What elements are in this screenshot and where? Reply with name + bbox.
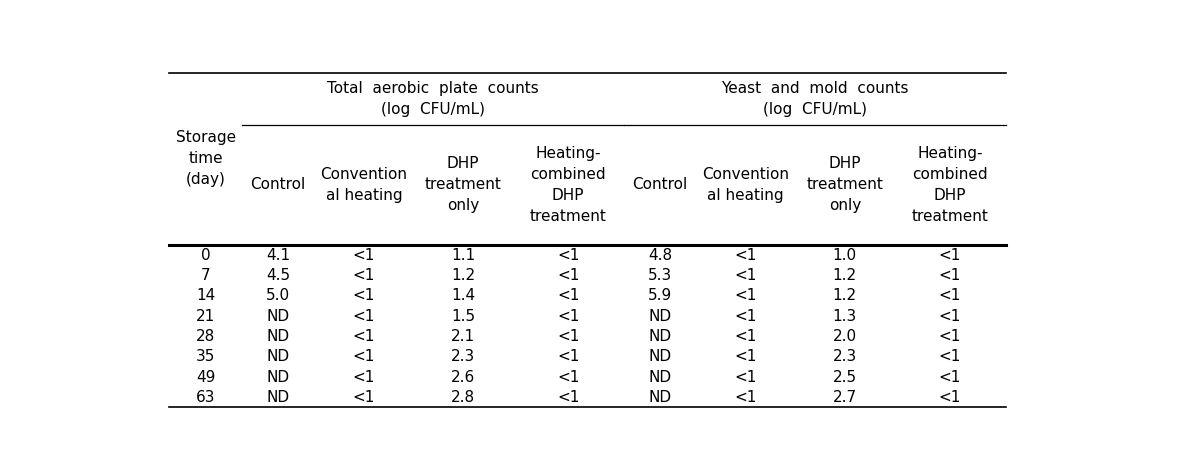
- Text: 2.1: 2.1: [451, 329, 475, 344]
- Text: Convention
al heating: Convention al heating: [321, 167, 408, 203]
- Text: 2.0: 2.0: [833, 329, 857, 344]
- Text: <1: <1: [557, 349, 580, 364]
- Text: <1: <1: [735, 248, 756, 263]
- Text: 2.5: 2.5: [833, 369, 857, 384]
- Text: <1: <1: [735, 349, 756, 364]
- Text: <1: <1: [735, 288, 756, 303]
- Text: 2.6: 2.6: [451, 369, 475, 384]
- Text: 2.7: 2.7: [833, 390, 857, 405]
- Text: 2.8: 2.8: [451, 390, 475, 405]
- Text: Convention
al heating: Convention al heating: [703, 167, 790, 203]
- Text: ND: ND: [266, 349, 290, 364]
- Text: ND: ND: [266, 390, 290, 405]
- Text: 0: 0: [200, 248, 210, 263]
- Text: ND: ND: [266, 309, 290, 324]
- Text: <1: <1: [557, 309, 580, 324]
- Text: ND: ND: [649, 349, 672, 364]
- Text: 21: 21: [196, 309, 215, 324]
- Text: <1: <1: [353, 309, 375, 324]
- Text: 63: 63: [196, 390, 216, 405]
- Text: 5.9: 5.9: [648, 288, 672, 303]
- Text: 1.5: 1.5: [451, 309, 475, 324]
- Text: 1.3: 1.3: [833, 309, 857, 324]
- Text: <1: <1: [353, 390, 375, 405]
- Text: <1: <1: [557, 390, 580, 405]
- Text: Yeast  and  mold  counts
(log  CFU/mL): Yeast and mold counts (log CFU/mL): [721, 81, 908, 117]
- Text: <1: <1: [939, 309, 962, 324]
- Text: <1: <1: [735, 369, 756, 384]
- Text: <1: <1: [557, 369, 580, 384]
- Text: 1.4: 1.4: [451, 288, 475, 303]
- Text: <1: <1: [557, 268, 580, 283]
- Text: <1: <1: [735, 309, 756, 324]
- Text: Total  aerobic  plate  counts
(log  CFU/mL): Total aerobic plate counts (log CFU/mL): [327, 81, 539, 117]
- Text: 35: 35: [196, 349, 216, 364]
- Text: <1: <1: [557, 248, 580, 263]
- Text: <1: <1: [353, 369, 375, 384]
- Text: DHP
treatment
only: DHP treatment only: [806, 157, 883, 213]
- Text: 1.1: 1.1: [451, 248, 475, 263]
- Text: <1: <1: [735, 390, 756, 405]
- Text: Control: Control: [632, 177, 687, 192]
- Text: <1: <1: [735, 268, 756, 283]
- Text: <1: <1: [353, 349, 375, 364]
- Text: <1: <1: [735, 329, 756, 344]
- Text: <1: <1: [939, 349, 962, 364]
- Text: Storage
time
(day): Storage time (day): [175, 130, 236, 188]
- Text: <1: <1: [557, 329, 580, 344]
- Text: <1: <1: [939, 288, 962, 303]
- Text: 1.0: 1.0: [833, 248, 857, 263]
- Text: 4.5: 4.5: [266, 268, 290, 283]
- Text: <1: <1: [353, 248, 375, 263]
- Text: <1: <1: [939, 369, 962, 384]
- Text: 4.8: 4.8: [648, 248, 672, 263]
- Text: ND: ND: [649, 309, 672, 324]
- Text: ND: ND: [266, 329, 290, 344]
- Text: <1: <1: [353, 268, 375, 283]
- Text: ND: ND: [649, 329, 672, 344]
- Text: ND: ND: [649, 369, 672, 384]
- Text: 7: 7: [200, 268, 210, 283]
- Text: ND: ND: [649, 390, 672, 405]
- Text: <1: <1: [353, 329, 375, 344]
- Text: 5.0: 5.0: [266, 288, 290, 303]
- Text: 1.2: 1.2: [833, 288, 857, 303]
- Text: Heating-
combined
DHP
treatment: Heating- combined DHP treatment: [530, 146, 606, 224]
- Text: 1.2: 1.2: [451, 268, 475, 283]
- Text: <1: <1: [353, 288, 375, 303]
- Text: <1: <1: [557, 288, 580, 303]
- Text: 1.2: 1.2: [833, 268, 857, 283]
- Text: <1: <1: [939, 329, 962, 344]
- Text: Control: Control: [251, 177, 305, 192]
- Text: 4.1: 4.1: [266, 248, 290, 263]
- Text: Heating-
combined
DHP
treatment: Heating- combined DHP treatment: [911, 146, 988, 224]
- Text: 14: 14: [196, 288, 215, 303]
- Text: <1: <1: [939, 268, 962, 283]
- Text: 49: 49: [196, 369, 216, 384]
- Text: <1: <1: [939, 248, 962, 263]
- Text: 2.3: 2.3: [833, 349, 857, 364]
- Text: 5.3: 5.3: [648, 268, 672, 283]
- Text: DHP
treatment
only: DHP treatment only: [425, 157, 501, 213]
- Text: ND: ND: [266, 369, 290, 384]
- Text: <1: <1: [939, 390, 962, 405]
- Text: 2.3: 2.3: [451, 349, 475, 364]
- Text: 28: 28: [196, 329, 215, 344]
